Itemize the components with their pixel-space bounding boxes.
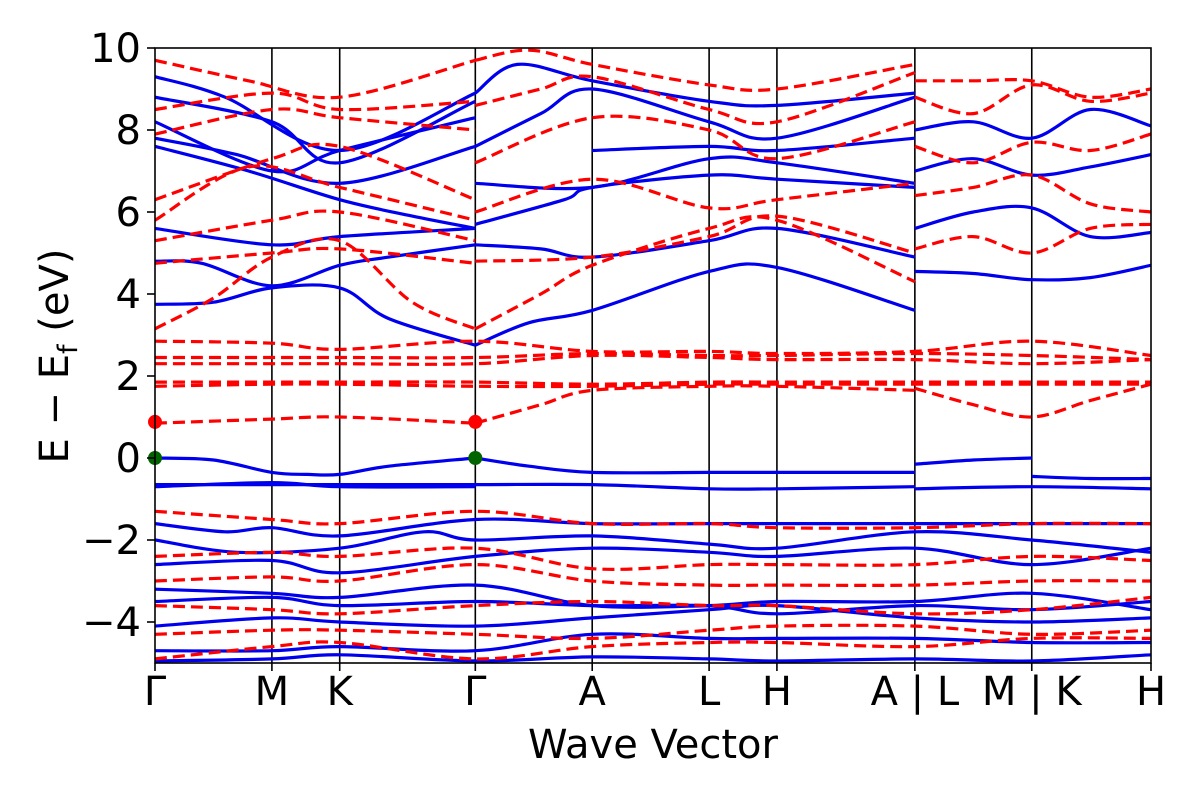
spin-down-band (155, 237, 476, 331)
spin-up-band (155, 603, 1151, 628)
spin-up-band (475, 456, 915, 475)
spin-up-band (592, 136, 916, 153)
spin-down-band (474, 384, 915, 425)
spin-up-band (155, 283, 476, 347)
spin-down-band (474, 48, 916, 92)
spin-up-band (914, 456, 1032, 466)
spin-down-band (155, 415, 476, 425)
x-tick-label: L (698, 669, 721, 715)
spin-down-band (475, 214, 916, 263)
spin-up-band (155, 632, 1151, 653)
spin-up-band (914, 204, 1151, 240)
x-tick-label: M (255, 669, 290, 715)
spin-down-band (914, 83, 1151, 116)
spin-down-band (474, 215, 916, 331)
spin-down-band (155, 246, 476, 265)
spin-down-band (914, 132, 1151, 165)
spin-up-band (474, 62, 916, 108)
y-tick-label: 4 (116, 272, 141, 318)
spin-down-band (155, 91, 476, 112)
spin-up-band (155, 243, 476, 288)
vbm-marker (468, 451, 483, 465)
y-tick-label: 2 (116, 354, 141, 400)
spin-down-band (155, 636, 1151, 661)
spin-up-band (914, 107, 1151, 140)
spin-up-band (155, 144, 476, 230)
cbm-marker (468, 414, 483, 429)
spin-up-band (155, 595, 1151, 616)
y-axis-label: E − Ef (eV) (32, 249, 84, 464)
spin-up-band (155, 529, 1151, 555)
band-curves (155, 48, 1151, 663)
spin-up-band (155, 456, 476, 477)
spin-up-band (474, 87, 916, 148)
spin-up-band (155, 546, 1151, 575)
spin-up-band (155, 226, 476, 247)
spin-down-band (155, 595, 1151, 616)
x-tick-label: A | L (871, 669, 960, 715)
x-tick-label: K (327, 669, 355, 715)
spin-up-band (155, 480, 476, 489)
spin-up-band (155, 75, 476, 153)
spin-up-band (474, 262, 916, 347)
y-tick-label: 6 (116, 190, 141, 236)
x-tick-label: A (579, 669, 607, 715)
spin-down-band (155, 623, 1151, 641)
x-tick-label: H (1136, 669, 1166, 715)
plot-frame (154, 47, 1152, 664)
spin-up-band (155, 653, 1151, 663)
spin-down-band (155, 509, 1151, 530)
spin-down-band (474, 177, 916, 214)
x-tick-label: M | K (982, 669, 1083, 715)
spin-up-band (155, 583, 1151, 612)
spin-down-band (155, 351, 1151, 362)
spin-down-band (155, 209, 476, 243)
spin-down-band (155, 353, 1151, 366)
spin-up-band (914, 263, 1151, 282)
y-tick-label: −2 (82, 518, 141, 564)
spin-up-band (155, 482, 915, 491)
spin-down-band (914, 173, 1151, 214)
x-tick-label: Γ (144, 669, 167, 715)
spin-down-band (914, 382, 1151, 419)
spin-down-band (914, 222, 1151, 255)
x-axis-label: Wave Vector (528, 722, 779, 768)
spin-up-band (914, 485, 1151, 491)
spin-down-band (155, 107, 476, 136)
spin-down-band (155, 142, 476, 202)
y-tick-label: 10 (90, 26, 141, 72)
spin-up-band (155, 136, 476, 185)
spin-up-band (155, 95, 476, 165)
spin-down-band (155, 380, 1151, 386)
spin-down-band (155, 58, 476, 100)
spin-down-band (155, 546, 1151, 571)
spin-down-band (474, 114, 916, 165)
x-tick-label: H (762, 669, 792, 715)
y-tick-label: 0 (116, 436, 141, 482)
x-tick-label: Γ (464, 669, 487, 715)
spin-up-band (475, 155, 916, 191)
spin-down-band (155, 339, 1151, 358)
spin-down-band (914, 78, 1151, 99)
y-tick-label: −4 (82, 600, 141, 646)
y-axis-label-subscript: f (53, 343, 84, 354)
spin-down-band (474, 71, 916, 126)
spin-up-band (1031, 474, 1151, 481)
y-tick-label: 8 (116, 108, 141, 154)
spin-up-band (474, 173, 915, 226)
spin-down-band (155, 382, 1151, 389)
y-axis-label-main: E − E (32, 354, 78, 464)
y-axis-ticks: −4 −2 0 2 4 6 8 10 (82, 26, 155, 646)
spin-down-band (155, 562, 1151, 588)
y-axis-label-unit: (eV) (32, 249, 78, 345)
